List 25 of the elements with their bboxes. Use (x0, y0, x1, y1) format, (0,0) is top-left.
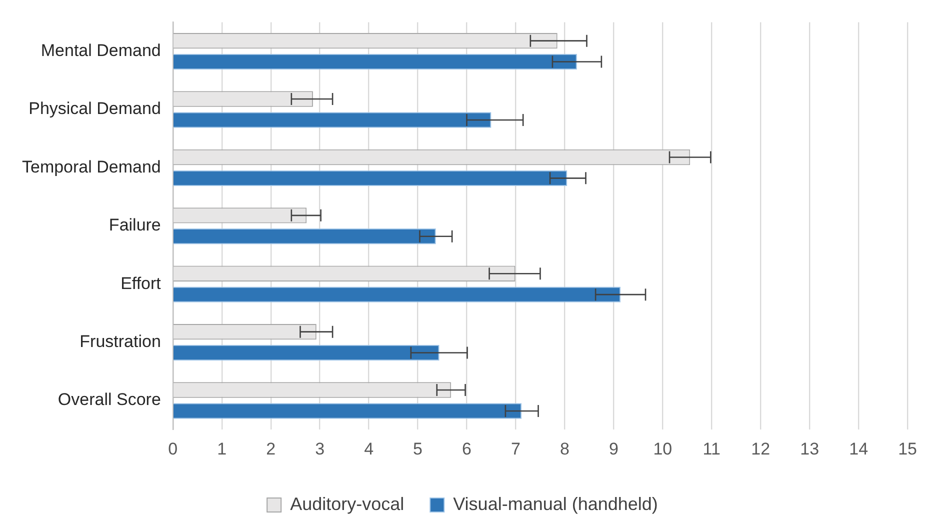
legend-label: Visual-manual (handheld) (453, 494, 658, 514)
y-tick-label: Effort (120, 274, 162, 293)
x-tick-label: 1 (217, 439, 227, 458)
legend-label: Auditory-vocal (290, 494, 404, 514)
y-tick-label: Physical Demand (28, 99, 161, 118)
y-tick-label: Mental Demand (40, 40, 161, 60)
x-tick-label: 3 (315, 439, 325, 458)
y-tick-label: Temporal Demand (22, 157, 161, 176)
x-tick-label: 9 (608, 439, 618, 458)
x-tick-label: 12 (751, 439, 770, 458)
x-tick-label: 5 (413, 439, 423, 458)
x-tick-label: 13 (800, 439, 820, 458)
x-tick-label: 14 (849, 439, 868, 458)
y-tick-label: Overall Score (58, 390, 161, 410)
x-tick-label: 7 (511, 439, 520, 458)
x-tick-label: 8 (560, 439, 570, 458)
x-tick-label: 10 (653, 439, 672, 458)
x-tick-label: 0 (168, 439, 178, 458)
y-tick-label: Failure (108, 216, 161, 235)
y-tick-label: Frustration (80, 332, 161, 351)
x-tick-label: 4 (364, 439, 374, 458)
x-tick-label: 6 (462, 439, 472, 458)
x-tick-label: 2 (266, 439, 276, 458)
x-tick-label: 15 (898, 439, 918, 458)
x-tick-label: 11 (702, 439, 720, 458)
